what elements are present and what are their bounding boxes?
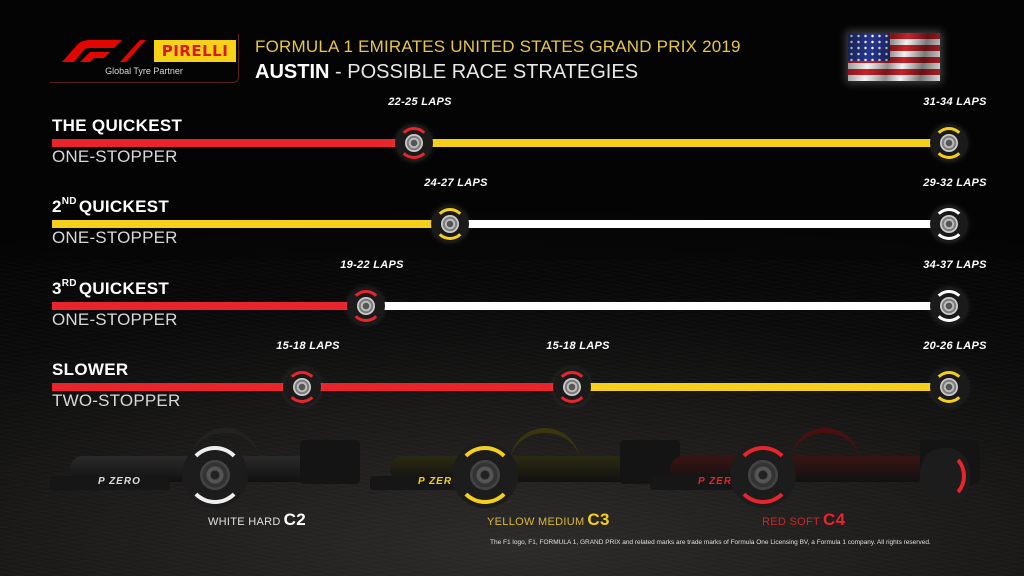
soft-tyre-icon xyxy=(730,442,796,508)
medium-tyre-icon xyxy=(431,205,469,243)
page-subtitle: - POSSIBLE RACE STRATEGIES xyxy=(329,61,639,83)
stint-bar-soft xyxy=(52,139,414,147)
medium-tyre-icon xyxy=(930,124,968,162)
hard-tyre-icon xyxy=(930,205,968,243)
car-branding: P ZERO xyxy=(698,476,741,487)
compound-label-soft: RED SOFT C4 xyxy=(762,510,845,530)
stint-bar-medium xyxy=(414,139,932,147)
lap-range-label: 19-22 LAPS xyxy=(340,259,404,271)
logo-lockup: PIRELLI Global Tyre Partner xyxy=(50,34,239,83)
lap-range-label: 31-34 LAPS xyxy=(923,96,987,108)
car-soft-tyre: P ZERO xyxy=(650,418,980,510)
strategy-type: ONE-STOPPER xyxy=(52,147,178,166)
ordinal-number: 3 xyxy=(52,279,62,298)
lap-range-label: 15-18 LAPS xyxy=(276,340,340,352)
strategy-type: TWO-STOPPER xyxy=(52,391,181,410)
compound-code: C3 xyxy=(587,510,610,529)
strategy-row: 3RD QUICKEST ONE-STOPPER 19-22 LAPS 34-37 LA… xyxy=(52,259,986,349)
ordinal-suffix: RD xyxy=(61,278,77,289)
soft-tyre-icon xyxy=(283,368,321,406)
strategy-name: 2ND QUICKEST xyxy=(52,196,170,217)
lap-range-label: 29-32 LAPS xyxy=(923,177,987,189)
strategy-name: 3RD QUICKEST xyxy=(52,278,170,299)
strategy-name: SLOWER xyxy=(52,360,128,380)
car-hard-tyre: P ZERO xyxy=(50,418,370,510)
lap-range-label: 22-25 LAPS xyxy=(388,96,452,108)
asphalt-texture xyxy=(0,260,1024,576)
medium-tyre-icon xyxy=(452,442,518,508)
medium-tyre-icon xyxy=(930,368,968,406)
strategy-title: THE QUICKEST xyxy=(52,116,183,135)
car-branding: P ZERO xyxy=(418,476,461,487)
compound-label-medium: YELLOW MEDIUM C3 xyxy=(487,510,610,530)
compound-name: WHITE HARD xyxy=(208,516,281,528)
ordinal-number: 2 xyxy=(52,197,62,216)
car-medium-tyre: P ZERO xyxy=(370,418,690,510)
strategy-title: SLOWER xyxy=(52,360,129,379)
soft-tyre-icon xyxy=(395,124,433,162)
page-title: AUSTIN - POSSIBLE RACE STRATEGIES xyxy=(255,61,638,84)
stint-bar-hard xyxy=(366,302,932,310)
lap-range-label: 24-27 LAPS xyxy=(424,177,488,189)
stint-bar-medium xyxy=(52,220,450,228)
pirelli-logo: PIRELLI xyxy=(154,40,236,62)
stint-bar-soft xyxy=(52,302,366,310)
compound-label-hard: WHITE HARD C2 xyxy=(208,510,306,530)
strategy-row: 2ND QUICKEST ONE-STOPPER 24-27 LAPS 29-32 LA… xyxy=(52,177,986,267)
strategy-type: ONE-STOPPER xyxy=(52,310,178,329)
f1-logo-icon xyxy=(62,40,146,62)
strategy-name: THE QUICKEST xyxy=(52,116,182,136)
compound-name: RED SOFT xyxy=(762,516,821,528)
hard-tyre-icon xyxy=(182,442,248,508)
strategy-row: SLOWER TWO-STOPPER 15-18 LAPS 15-18 LAPS 20-… xyxy=(52,340,986,430)
legal-notice: The F1 logo, F1, FORMULA 1, GRAND PRIX a… xyxy=(490,539,931,546)
event-title: FORMULA 1 EMIRATES UNITED STATES GRAND P… xyxy=(255,37,741,56)
strategy-type: ONE-STOPPER xyxy=(52,228,178,247)
stint-bar-hard xyxy=(450,220,932,228)
soft-tyre-icon xyxy=(553,368,591,406)
lap-range-label: 20-26 LAPS xyxy=(923,340,987,352)
stint-bar-medium xyxy=(572,383,932,391)
soft-tyre-icon xyxy=(347,287,385,325)
usa-flag-icon xyxy=(848,33,940,81)
stint-bar-soft xyxy=(302,383,572,391)
car-branding: P ZERO xyxy=(98,476,141,487)
stint-bar-soft xyxy=(52,383,302,391)
compound-name: YELLOW MEDIUM xyxy=(487,516,585,528)
lap-range-label: 15-18 LAPS xyxy=(546,340,610,352)
partner-caption: Global Tyre Partner xyxy=(105,66,183,76)
compound-code: C4 xyxy=(823,510,846,529)
lap-range-label: 34-37 LAPS xyxy=(923,259,987,271)
strategy-title: QUICKEST xyxy=(78,279,170,298)
strategy-title: QUICKEST xyxy=(78,197,170,216)
city-name: AUSTIN xyxy=(255,61,330,83)
rear-tyre-icon xyxy=(920,448,970,504)
compound-code: C2 xyxy=(283,510,307,529)
hard-tyre-icon xyxy=(930,287,968,325)
strategy-row: THE QUICKEST ONE-STOPPER 22-25 LAPS 31-34 L… xyxy=(52,96,986,186)
car-lineup: P ZERO P ZERO P ZERO xyxy=(50,418,980,510)
ordinal-suffix: ND xyxy=(61,196,77,207)
